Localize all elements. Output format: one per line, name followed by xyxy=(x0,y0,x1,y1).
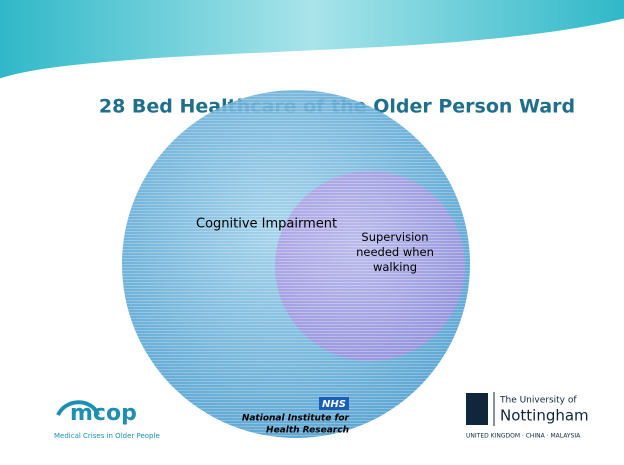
header-curve xyxy=(0,18,624,82)
mcop-swoosh xyxy=(56,400,100,417)
venn-texture xyxy=(275,171,465,361)
node-label: Supervision needed when walking xyxy=(356,230,434,274)
logo-text: mcop xyxy=(70,401,137,426)
node-label-box: Supervision needed when walking xyxy=(356,230,434,274)
node-label: Cognitive Impairment xyxy=(196,217,337,232)
logo-text: Nottingham xyxy=(500,407,589,425)
logo-text: National Institute for xyxy=(242,414,350,424)
logo-text: Medical Crises in Older People xyxy=(54,432,160,440)
logo-text: UNITED KINGDOM · CHINA · MALAYSIA xyxy=(466,433,581,440)
header-band xyxy=(0,0,624,80)
nhs-box xyxy=(319,397,349,410)
logo-text: Health Research xyxy=(266,426,349,436)
logo-text: The University of xyxy=(499,396,577,406)
nottingham-crest xyxy=(466,393,488,425)
logo-text: NHS xyxy=(322,399,346,410)
